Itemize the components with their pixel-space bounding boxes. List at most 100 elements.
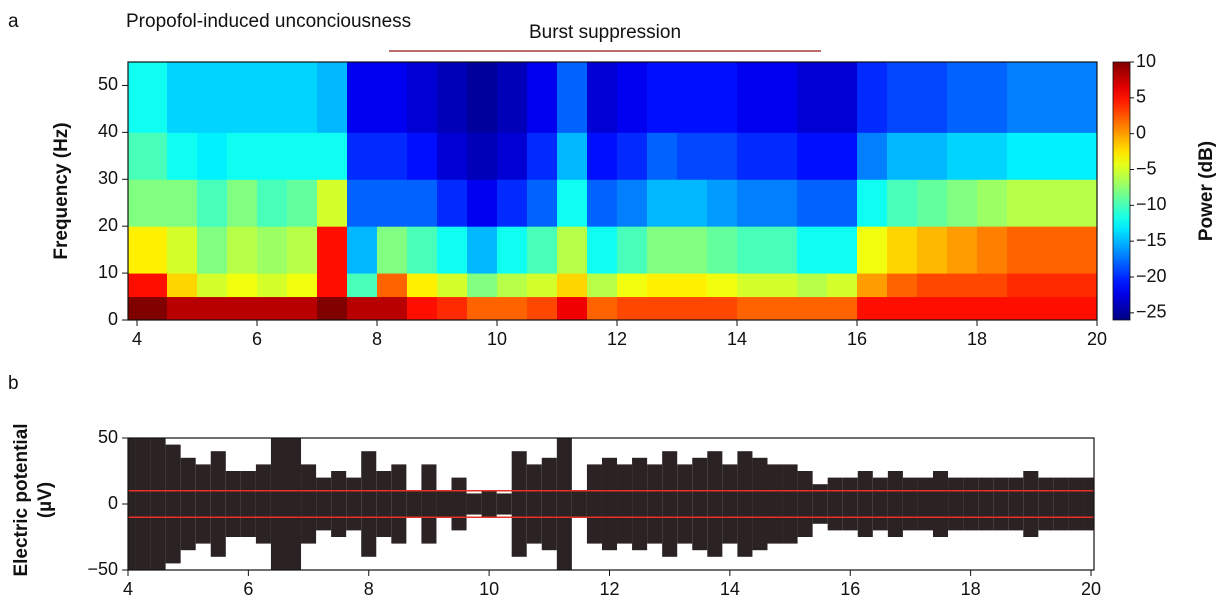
heatmap-cell — [647, 296, 678, 320]
trace-envelope — [1068, 477, 1084, 531]
trace-envelope — [662, 451, 678, 557]
trace-envelope — [1023, 471, 1039, 537]
heatmap-cell — [737, 273, 768, 298]
trace-envelope — [857, 471, 873, 537]
y-tick-label: 40 — [98, 121, 118, 141]
heatmap — [128, 62, 1097, 320]
heatmap-cell — [347, 296, 378, 320]
heatmap-cell — [377, 296, 408, 320]
heatmap-cell — [1007, 273, 1038, 298]
heatmap-cell — [347, 132, 378, 180]
x-tick-label: 6 — [252, 329, 262, 349]
colorbar-tick-label: 0 — [1136, 122, 1146, 142]
heatmap-cell — [287, 226, 318, 274]
annotation-label: Burst suppression — [529, 22, 681, 43]
y-tick-label: 0 — [108, 493, 118, 513]
heatmap-cell — [527, 273, 558, 298]
trace-envelope — [1038, 477, 1054, 531]
heatmap-cell — [407, 226, 438, 274]
heatmap-cell — [467, 226, 498, 274]
trace-envelope — [797, 471, 813, 537]
heatmap-cell — [1007, 226, 1038, 274]
x-tick-label: 14 — [727, 329, 747, 349]
heatmap-cell — [707, 179, 738, 227]
trace-envelope — [496, 493, 512, 515]
heatmap-cell — [1067, 179, 1097, 227]
trace-envelope — [963, 477, 979, 531]
heatmap-cell — [977, 226, 1008, 274]
trace-envelope — [180, 457, 196, 551]
trace-envelope — [391, 464, 407, 544]
trace-envelope — [737, 451, 753, 557]
heatmap-cell — [128, 132, 168, 180]
heatmap-cell — [1037, 296, 1068, 320]
heatmap-cell — [317, 62, 348, 133]
heatmap-cell — [917, 62, 948, 133]
heatmap-cell — [827, 179, 858, 227]
trace-envelope — [677, 464, 693, 544]
heatmap-cell — [467, 273, 498, 298]
trace-envelope — [767, 464, 783, 544]
heatmap-cell — [287, 179, 318, 227]
trace-envelope — [692, 457, 708, 551]
heatmap-cell — [617, 62, 648, 133]
y-axis-title: (µV) — [35, 482, 56, 518]
heatmap-cell — [917, 273, 948, 298]
colorbar-tick-label: −20 — [1136, 266, 1167, 286]
heatmap-cell — [857, 273, 888, 298]
colorbar-tick-label: −15 — [1136, 230, 1167, 250]
heatmap-cell — [317, 273, 348, 298]
heatmap-cell — [647, 226, 678, 274]
heatmap-cell — [617, 132, 648, 180]
heatmap-cell — [197, 179, 228, 227]
x-tick-label: 14 — [720, 579, 740, 599]
heatmap-cell — [917, 132, 948, 180]
trace-envelope — [346, 477, 362, 531]
x-tick-label: 12 — [599, 579, 619, 599]
heatmap-cell — [677, 179, 708, 227]
y-tick-label: 0 — [108, 309, 118, 329]
heatmap-cell — [647, 62, 678, 133]
y-tick-label: 10 — [98, 262, 118, 282]
heatmap-cell — [317, 296, 348, 320]
heatmap-cell — [407, 296, 438, 320]
heatmap-cell — [257, 62, 288, 133]
heatmap-cell — [767, 62, 798, 133]
trace-envelope — [511, 451, 527, 557]
trace-envelope — [842, 477, 858, 531]
heatmap-cell — [197, 62, 228, 133]
trace-envelope — [571, 490, 587, 518]
trace-envelope — [586, 464, 602, 544]
x-tick-label: 6 — [243, 579, 253, 599]
heatmap-cell — [707, 62, 738, 133]
y-tick-label: 30 — [98, 168, 118, 188]
heatmap-cell — [527, 226, 558, 274]
heatmap-cell — [407, 132, 438, 180]
heatmap-cell — [167, 132, 198, 180]
trace-envelope — [316, 477, 332, 531]
heatmap-cell — [527, 296, 558, 320]
x-tick-label: 20 — [1087, 329, 1107, 349]
heatmap-cell — [257, 132, 288, 180]
heatmap-cell — [167, 296, 198, 320]
trace-envelope — [1008, 477, 1024, 531]
x-tick-label: 12 — [607, 329, 627, 349]
heatmap-cell — [737, 226, 768, 274]
heatmap-cell — [737, 296, 768, 320]
heatmap-cell — [827, 296, 858, 320]
trace-envelope — [601, 457, 618, 551]
heatmap-cell — [197, 132, 228, 180]
x-tick-label: 10 — [479, 579, 499, 599]
heatmap-cell — [497, 296, 528, 320]
heatmap-cell — [767, 273, 798, 298]
heatmap-cell — [617, 179, 648, 227]
heatmap-cell — [797, 132, 828, 180]
heatmap-cell — [557, 226, 588, 274]
heatmap-cell — [497, 132, 528, 180]
chart-title: Propofol-induced unconciousness — [126, 11, 411, 32]
y-axis-title: Frequency (Hz) — [51, 122, 72, 259]
heatmap-cell — [467, 62, 498, 133]
trace-envelope — [872, 477, 888, 531]
trace-envelope — [331, 471, 347, 537]
trace-envelope — [887, 471, 903, 537]
